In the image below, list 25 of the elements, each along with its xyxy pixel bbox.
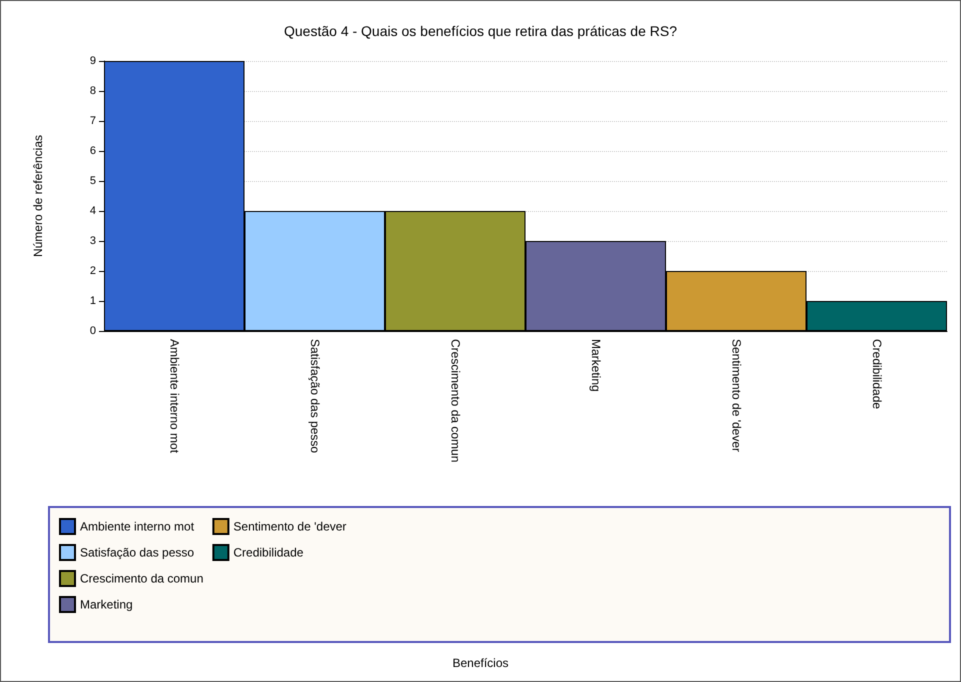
y-tick-label: 1	[90, 295, 96, 307]
x-tick-label: Ambiente interno mot	[167, 339, 182, 454]
y-tick-label: 9	[90, 55, 96, 67]
chart-title: Questão 4 - Quais os benefícios que retira das práticas de RS?	[284, 23, 678, 39]
legend-label: Sentimento de 'dever	[233, 520, 346, 534]
y-tick-label: 2	[90, 265, 96, 277]
legend-label: Marketing	[80, 598, 133, 612]
y-tick-label: 3	[90, 235, 96, 247]
y-tick-label: 7	[90, 115, 96, 127]
legend-label: Satisfação das pesso	[80, 546, 194, 560]
legend-label: Crescimento da comun	[80, 572, 204, 586]
x-tick-label: Credibilidade	[870, 339, 884, 410]
y-tick-label: 8	[90, 85, 96, 97]
y-tick-label: 5	[90, 175, 96, 187]
legend-label: Credibilidade	[233, 546, 304, 560]
text: Benefícios	[452, 656, 509, 670]
y-tick-label: 4	[90, 205, 96, 217]
legend-label: Ambiente interno mot	[80, 520, 195, 534]
x-tick-label: Sentimento de 'dever	[729, 339, 744, 452]
x-tick-label: Crescimento da comun	[448, 339, 462, 462]
x-tick-label: Satisfação das pesso	[308, 339, 322, 454]
x-tick-label: Marketing	[588, 339, 603, 392]
y-axis-title: Número de referências	[31, 134, 45, 258]
y-tick-label: 0	[90, 325, 96, 337]
y-tick-label: 6	[90, 145, 96, 157]
